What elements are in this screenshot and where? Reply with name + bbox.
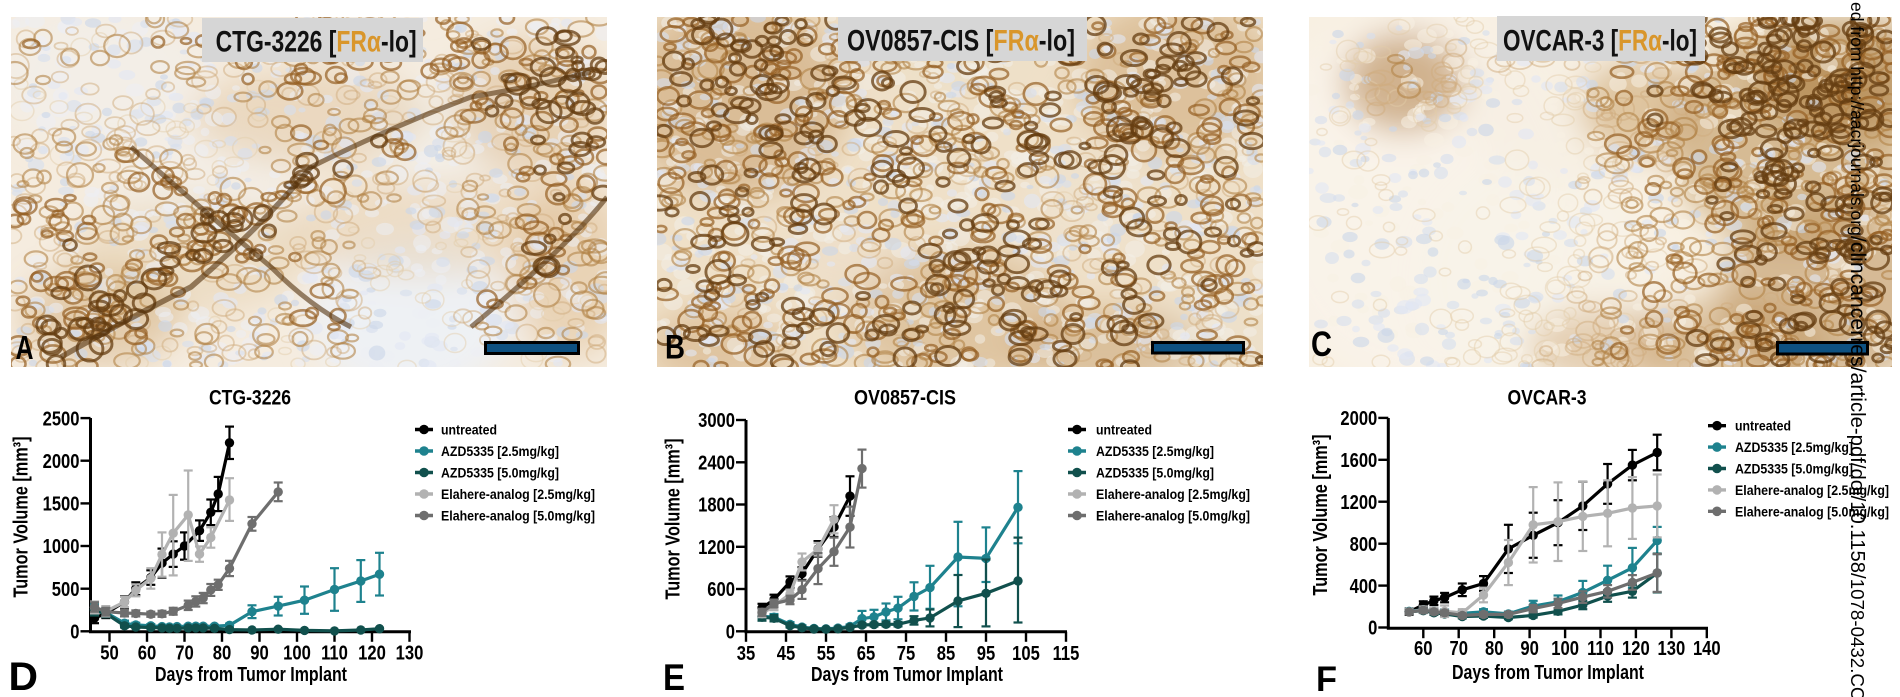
svg-text:C: C	[1311, 325, 1332, 364]
svg-text:A: A	[16, 329, 34, 366]
svg-text:1500: 1500	[43, 494, 80, 516]
svg-text:CTG-3226 [: CTG-3226 [	[216, 26, 337, 59]
svg-text:0: 0	[70, 622, 79, 644]
svg-text:80: 80	[213, 643, 232, 665]
svg-text:FRα: FRα	[1618, 25, 1662, 58]
svg-text:CTG-3226: CTG-3226	[209, 386, 291, 410]
svg-text:60: 60	[138, 643, 157, 665]
svg-text:OVCAR-3 [: OVCAR-3 [	[1503, 25, 1618, 58]
svg-text:90: 90	[250, 643, 269, 665]
svg-text:100: 100	[283, 643, 311, 665]
svg-text:FRα: FRα	[336, 26, 381, 59]
svg-text:-lo]: -lo]	[1039, 25, 1075, 58]
svg-text:Tumor Volume [mm³]: Tumor Volume [mm³]	[11, 437, 33, 598]
svg-text:Days from Tumor Implant: Days from Tumor Implant	[155, 664, 347, 686]
svg-text:B: B	[665, 329, 685, 367]
svg-text:1000: 1000	[43, 536, 80, 558]
svg-text:-lo]: -lo]	[381, 26, 417, 59]
svg-text:130: 130	[396, 643, 424, 665]
svg-text:FRα: FRα	[993, 25, 1039, 58]
svg-text:OV0857-CIS [: OV0857-CIS [	[847, 25, 993, 58]
svg-text:2000: 2000	[43, 451, 80, 473]
svg-text:50: 50	[100, 643, 119, 665]
svg-text:-lo]: -lo]	[1662, 25, 1697, 58]
svg-text:120: 120	[358, 643, 386, 665]
svg-text:2500: 2500	[43, 408, 80, 430]
svg-text:110: 110	[321, 643, 348, 665]
svg-text:500: 500	[52, 579, 80, 601]
svg-text:70: 70	[175, 643, 194, 665]
